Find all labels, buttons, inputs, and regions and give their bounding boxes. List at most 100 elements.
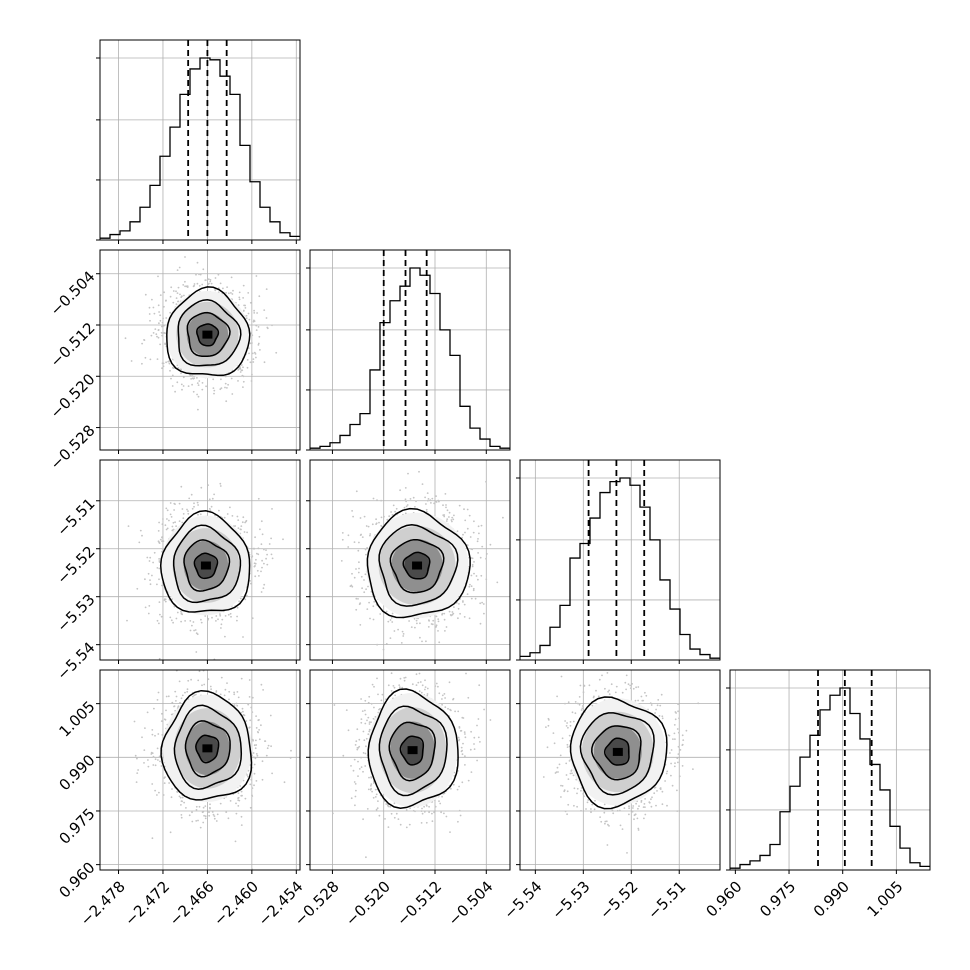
sample-point xyxy=(169,513,172,516)
sample-point xyxy=(213,389,216,392)
contour-line xyxy=(402,551,431,580)
sample-point xyxy=(232,289,234,292)
sample-point xyxy=(230,292,232,294)
sample-point xyxy=(246,531,249,534)
sample-point xyxy=(427,626,430,628)
sample-point xyxy=(375,518,377,521)
sample-point xyxy=(476,540,479,543)
sample-point xyxy=(257,553,260,556)
sample-point xyxy=(401,630,404,633)
sample-point xyxy=(353,576,356,579)
sample-point xyxy=(265,557,267,560)
sample-point xyxy=(156,699,159,701)
sample-point xyxy=(378,521,380,524)
sample-point xyxy=(181,508,184,510)
sample-point xyxy=(231,393,234,395)
sample-point xyxy=(263,361,266,364)
sample-point xyxy=(158,567,161,570)
sample-point xyxy=(152,332,155,334)
sample-point xyxy=(246,774,249,776)
sample-point xyxy=(252,752,255,754)
sample-point xyxy=(194,242,196,244)
sample-point xyxy=(247,292,250,294)
sample-point xyxy=(347,546,350,548)
sample-point xyxy=(369,617,371,620)
sample-point xyxy=(156,583,158,586)
sample-point xyxy=(154,734,156,737)
sample-point xyxy=(289,757,292,759)
sample-point xyxy=(444,493,447,495)
sample-point xyxy=(448,516,450,518)
sample-point xyxy=(443,612,446,615)
sample-point xyxy=(358,603,361,606)
sample-point xyxy=(190,378,193,380)
sample-point xyxy=(236,615,239,618)
sample-point xyxy=(159,343,162,346)
sample-point xyxy=(195,805,198,808)
sample-point xyxy=(175,297,178,299)
sample-point xyxy=(390,511,392,513)
sample-point xyxy=(164,343,167,346)
density-peak xyxy=(202,330,213,339)
sample-point xyxy=(138,541,141,544)
contour-line xyxy=(389,538,445,594)
sample-point xyxy=(402,635,405,637)
sample-point xyxy=(170,516,173,518)
sample-point xyxy=(452,518,455,521)
sample-point xyxy=(153,551,156,554)
sample-point xyxy=(244,307,247,309)
contour-line xyxy=(177,299,242,367)
sample-point xyxy=(258,295,261,298)
sample-point xyxy=(282,538,284,541)
sample-point xyxy=(149,358,152,361)
sample-point xyxy=(199,513,202,516)
sample-point xyxy=(250,582,252,585)
sample-point xyxy=(195,651,198,653)
sample-point xyxy=(181,388,183,391)
sample-point xyxy=(242,297,245,299)
sample-point xyxy=(207,484,210,486)
contour-line xyxy=(193,552,219,580)
sample-point xyxy=(265,549,267,551)
sample-point xyxy=(141,362,143,365)
sample-point xyxy=(153,312,156,315)
histogram-panel-3 xyxy=(730,670,930,870)
sample-point xyxy=(251,334,254,337)
sample-point xyxy=(218,509,220,512)
sample-point xyxy=(245,314,248,317)
sample-point xyxy=(408,620,410,622)
sample-point xyxy=(238,291,241,294)
sample-point xyxy=(254,562,257,565)
sample-point xyxy=(211,616,213,619)
sample-point xyxy=(372,618,375,621)
sample-point xyxy=(385,643,388,645)
sample-point xyxy=(217,273,220,276)
sample-point xyxy=(223,516,226,519)
sample-point xyxy=(473,561,475,563)
sample-point xyxy=(219,388,222,391)
sample-point xyxy=(270,745,272,748)
sample-point xyxy=(189,620,192,622)
sample-point xyxy=(224,375,227,378)
sample-point xyxy=(228,690,231,693)
sample-point xyxy=(254,757,257,760)
sample-point xyxy=(164,524,167,527)
sample-point xyxy=(453,514,455,517)
sample-point xyxy=(201,382,204,384)
sample-point xyxy=(415,619,418,622)
sample-point xyxy=(254,536,256,539)
sample-point xyxy=(178,266,181,269)
sample-point xyxy=(406,504,409,506)
sample-point xyxy=(180,610,182,613)
sample-point xyxy=(219,282,222,285)
sample-point xyxy=(238,600,241,603)
sample-point xyxy=(466,508,469,511)
sample-point xyxy=(157,540,160,543)
sample-point xyxy=(198,285,201,287)
sample-point xyxy=(143,339,145,341)
sample-point xyxy=(191,624,193,627)
sample-point xyxy=(481,545,484,548)
contour-line xyxy=(159,510,251,613)
sample-point xyxy=(263,548,265,551)
sample-point xyxy=(248,352,250,355)
